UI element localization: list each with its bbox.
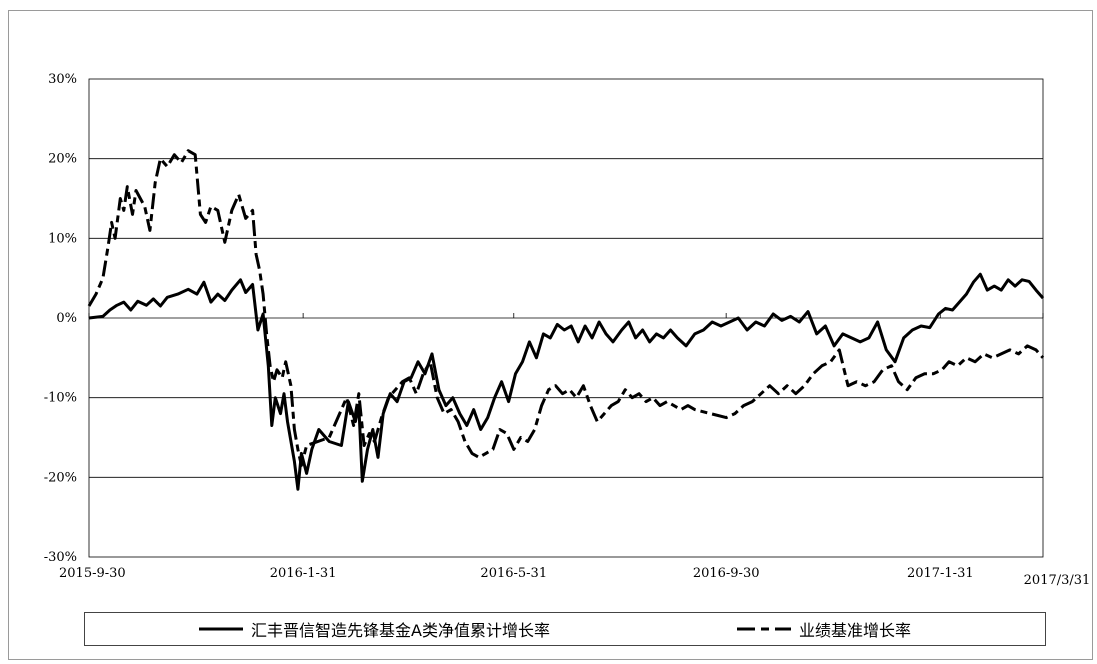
- legend-dashed-line-swatch: [737, 627, 791, 631]
- x-tick-label: 2016-9-30: [693, 566, 760, 581]
- gridlines: [89, 158, 1043, 478]
- legend-label-fund: 汇丰晋信智造先锋基金A类净值累计增长率: [251, 621, 550, 640]
- y-tick-label: -30%: [44, 550, 77, 565]
- y-tick-label: 20%: [48, 152, 77, 167]
- x-tick-label: 2017-1-31: [907, 566, 974, 581]
- legend: 汇丰晋信智造先锋基金A类净值累计增长率 业绩基准增长率: [84, 612, 1046, 646]
- series-line-fund: [88, 272, 1045, 491]
- y-tick-label: 0%: [56, 311, 77, 326]
- legend-item-benchmark: 业绩基准增长率: [735, 613, 911, 645]
- series-lines: [87, 149, 1045, 491]
- x-tick-label: 2015-9-30: [59, 566, 126, 581]
- x-tick-label: 2016-1-31: [270, 566, 337, 581]
- legend-label-benchmark: 业绩基准增长率: [799, 621, 912, 640]
- y-tick-label: -10%: [44, 391, 77, 406]
- series-line-benchmark: [87, 149, 1045, 467]
- legend-solid-line-swatch: [199, 627, 243, 631]
- y-tick-label: 30%: [48, 72, 77, 87]
- y-tick-label: 10%: [48, 231, 77, 246]
- y-tick-label: -20%: [44, 470, 77, 485]
- tick-labels: 30% 20% 10% 0% -10% -20% -30%2015-9-30 2016-1-3…: [44, 72, 1091, 588]
- x-tick-label: 2017/3/31: [1024, 573, 1091, 588]
- legend-item-fund: 汇丰晋信智造先锋基金A类净值累计增长率: [197, 613, 550, 645]
- x-tick-label: 2016-5-31: [480, 566, 547, 581]
